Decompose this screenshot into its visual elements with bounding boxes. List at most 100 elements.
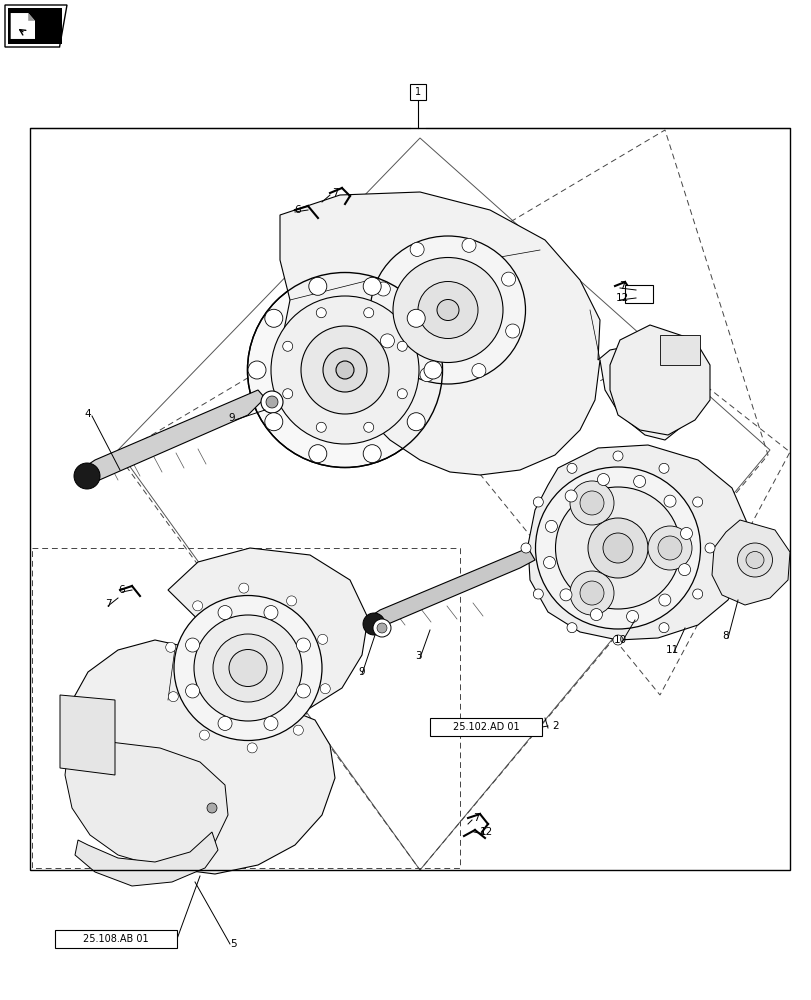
Circle shape xyxy=(238,583,248,593)
Circle shape xyxy=(612,635,622,645)
Ellipse shape xyxy=(323,348,367,392)
Bar xyxy=(55,930,177,948)
Circle shape xyxy=(590,609,602,621)
Circle shape xyxy=(501,272,515,286)
Circle shape xyxy=(692,589,702,599)
Circle shape xyxy=(626,610,637,622)
Text: 5: 5 xyxy=(230,939,237,949)
Text: 7: 7 xyxy=(331,188,338,198)
Ellipse shape xyxy=(745,552,763,568)
Circle shape xyxy=(264,606,277,620)
Circle shape xyxy=(317,634,328,644)
Circle shape xyxy=(406,413,425,431)
Circle shape xyxy=(423,361,441,379)
Circle shape xyxy=(165,642,175,652)
Circle shape xyxy=(406,309,425,327)
Circle shape xyxy=(659,623,668,633)
Text: 4: 4 xyxy=(84,409,91,419)
Polygon shape xyxy=(527,445,747,640)
Circle shape xyxy=(533,589,543,599)
Bar xyxy=(659,335,699,365)
Circle shape xyxy=(419,368,433,382)
Circle shape xyxy=(471,364,485,378)
Text: 7: 7 xyxy=(472,813,478,823)
Circle shape xyxy=(505,324,519,338)
Polygon shape xyxy=(277,192,699,475)
Circle shape xyxy=(376,623,387,633)
Ellipse shape xyxy=(393,257,502,362)
Text: 25.102.AD 01: 25.102.AD 01 xyxy=(452,722,519,732)
Circle shape xyxy=(380,334,394,348)
Text: 12: 12 xyxy=(615,293,628,303)
Ellipse shape xyxy=(336,361,354,379)
Bar xyxy=(30,128,789,870)
Circle shape xyxy=(603,533,633,563)
Circle shape xyxy=(315,308,326,318)
Circle shape xyxy=(282,341,292,351)
Polygon shape xyxy=(5,5,67,47)
Ellipse shape xyxy=(174,595,322,740)
Circle shape xyxy=(375,282,390,296)
Bar xyxy=(430,718,541,736)
Polygon shape xyxy=(11,13,35,39)
Circle shape xyxy=(663,495,676,507)
Circle shape xyxy=(264,716,277,730)
Circle shape xyxy=(363,277,380,295)
Circle shape xyxy=(659,463,668,473)
Text: 2: 2 xyxy=(552,721,559,731)
Circle shape xyxy=(521,543,530,553)
Circle shape xyxy=(704,543,714,553)
Circle shape xyxy=(264,413,282,431)
Text: 9: 9 xyxy=(229,413,235,423)
Polygon shape xyxy=(711,520,789,605)
Circle shape xyxy=(461,238,475,252)
Text: 6: 6 xyxy=(294,205,301,215)
Circle shape xyxy=(363,422,373,432)
Circle shape xyxy=(566,623,577,633)
Circle shape xyxy=(293,725,303,735)
Circle shape xyxy=(218,606,232,620)
Ellipse shape xyxy=(271,296,418,444)
Ellipse shape xyxy=(436,300,458,320)
Circle shape xyxy=(308,445,326,463)
Text: 12: 12 xyxy=(478,827,492,837)
Circle shape xyxy=(363,308,373,318)
Circle shape xyxy=(543,557,555,569)
Circle shape xyxy=(372,619,391,637)
Circle shape xyxy=(286,596,296,606)
Circle shape xyxy=(192,601,203,611)
Circle shape xyxy=(545,520,556,532)
Circle shape xyxy=(658,594,670,606)
Text: 8: 8 xyxy=(722,631,728,641)
Polygon shape xyxy=(65,742,228,865)
Polygon shape xyxy=(62,548,367,874)
Circle shape xyxy=(308,277,326,295)
Circle shape xyxy=(266,396,277,408)
Ellipse shape xyxy=(534,467,700,629)
Ellipse shape xyxy=(194,615,302,721)
Polygon shape xyxy=(75,832,217,886)
Circle shape xyxy=(315,422,326,432)
Text: 7: 7 xyxy=(105,599,111,609)
Ellipse shape xyxy=(418,282,478,338)
Text: 7: 7 xyxy=(618,281,624,291)
Circle shape xyxy=(218,716,232,730)
Text: 6: 6 xyxy=(118,585,125,595)
Circle shape xyxy=(168,692,178,702)
Polygon shape xyxy=(609,325,709,435)
Ellipse shape xyxy=(212,634,283,702)
Text: 3: 3 xyxy=(414,651,421,661)
Circle shape xyxy=(566,463,577,473)
Circle shape xyxy=(320,684,330,694)
Circle shape xyxy=(692,497,702,507)
Polygon shape xyxy=(28,13,35,21)
Ellipse shape xyxy=(229,650,267,686)
Circle shape xyxy=(397,389,407,399)
Bar xyxy=(32,548,460,868)
Circle shape xyxy=(260,391,283,413)
Circle shape xyxy=(597,474,609,486)
Polygon shape xyxy=(80,390,264,485)
Text: 11: 11 xyxy=(664,645,678,655)
Circle shape xyxy=(264,309,282,327)
Circle shape xyxy=(533,497,543,507)
